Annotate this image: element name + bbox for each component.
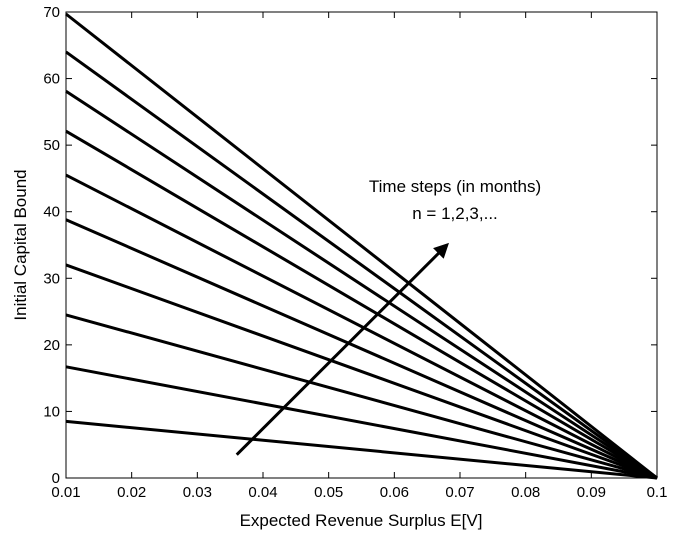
series-line-9 bbox=[65, 50, 658, 480]
y-tick-label: 30 bbox=[43, 270, 60, 287]
x-tick-label: 0.07 bbox=[445, 484, 474, 501]
annotation-layer: Time steps (in months) n = 1,2,3,... bbox=[235, 177, 541, 456]
x-tick-label: 0.03 bbox=[183, 484, 212, 501]
x-tick-label: 0.05 bbox=[314, 484, 343, 501]
series-line-7 bbox=[65, 129, 658, 480]
x-axis-label: Expected Revenue Surplus E[V] bbox=[240, 511, 483, 530]
series-layer bbox=[65, 12, 658, 480]
y-tick-label: 20 bbox=[43, 337, 60, 354]
annotation-arrow bbox=[235, 242, 449, 456]
series-line-3 bbox=[65, 313, 658, 480]
series-line-6 bbox=[65, 173, 658, 480]
annotation-line1: Time steps (in months) bbox=[369, 177, 541, 196]
y-tick-label: 70 bbox=[43, 4, 60, 21]
y-tick-label: 60 bbox=[43, 71, 60, 88]
y-tick-label: 10 bbox=[43, 403, 60, 420]
series-line-10 bbox=[65, 12, 658, 480]
series-line-2 bbox=[65, 365, 658, 480]
series-line-8 bbox=[65, 89, 658, 480]
x-tick-label: 0.06 bbox=[380, 484, 409, 501]
x-tick-label: 0.01 bbox=[51, 484, 80, 501]
tick-layer: 0.01 0.02 0.03 0.04 0.05 0.06 0.07 0.08 0.09 0.1 0… bbox=[43, 4, 667, 501]
x-tick-label: 0.04 bbox=[248, 484, 277, 501]
y-axis-label: Initial Capital Bound bbox=[11, 169, 30, 320]
x-tick-label: 0.08 bbox=[511, 484, 540, 501]
annotation-line2: n = 1,2,3,... bbox=[412, 204, 498, 223]
plot-area-frame bbox=[65, 11, 658, 479]
series-line-4 bbox=[65, 263, 658, 480]
y-tick-label: 40 bbox=[43, 204, 60, 221]
x-tick-label: 0.02 bbox=[117, 484, 146, 501]
y-tick-label: 50 bbox=[43, 137, 60, 154]
x-tick-label: 0.09 bbox=[577, 484, 606, 501]
series-line-5 bbox=[65, 218, 658, 480]
y-tick-label: 0 bbox=[52, 470, 60, 487]
x-tick-label: 0.1 bbox=[647, 484, 668, 501]
series-line-1 bbox=[65, 419, 658, 480]
